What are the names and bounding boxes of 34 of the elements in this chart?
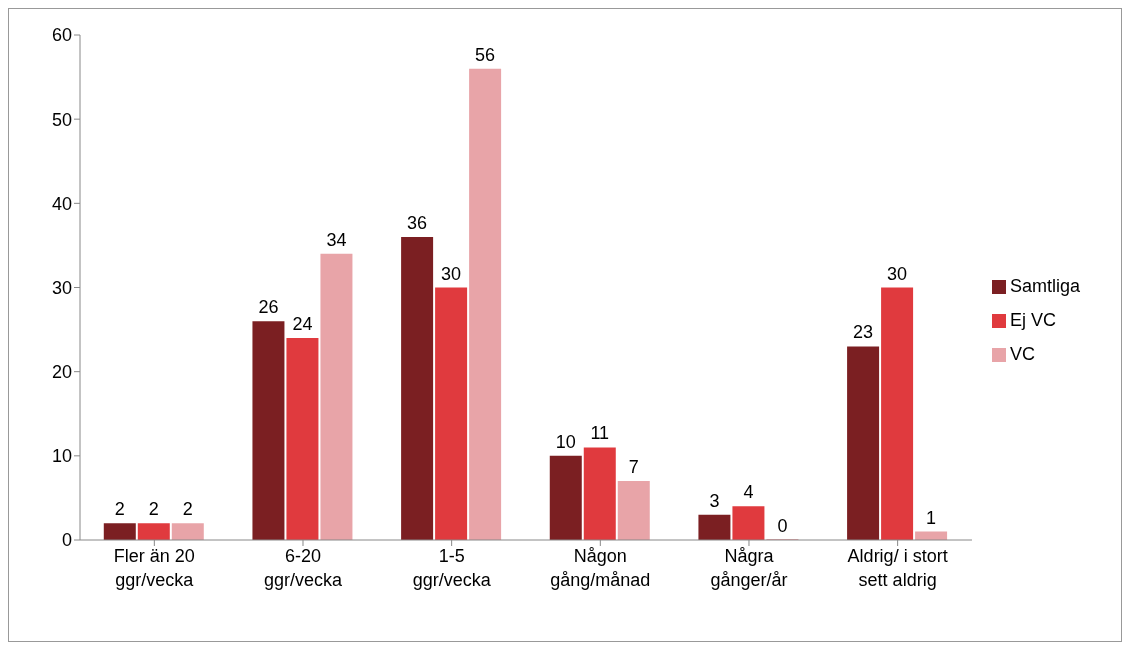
data-label: 26 xyxy=(258,297,279,318)
data-label: 24 xyxy=(292,314,313,334)
y-tick-label: 0 xyxy=(61,530,72,551)
data-label: 1 xyxy=(926,507,937,528)
x-tick-label: 6-20 ggr/vecka xyxy=(263,546,343,590)
data-label: 2 xyxy=(148,499,159,520)
legend-label: VC xyxy=(1009,344,1035,364)
data-label: 23 xyxy=(853,322,874,343)
data-label: 7 xyxy=(628,457,639,478)
y-tick-label: 10 xyxy=(51,446,72,467)
legend-label: Ej VC xyxy=(1009,310,1056,330)
data-label: 30 xyxy=(441,263,462,284)
x-tick-label: Fler än 20 ggr/vecka xyxy=(113,546,195,590)
data-label: 30 xyxy=(887,263,908,284)
data-label: 2 xyxy=(182,499,193,520)
legend-label: Samtliga xyxy=(1009,276,1080,296)
x-tick-label: 1-5 ggr/vecka xyxy=(412,546,492,590)
data-label: 3 xyxy=(709,490,720,511)
x-tick-label: Någon gång/månad xyxy=(550,546,651,590)
data-label: 2 xyxy=(114,499,125,520)
y-tick-label: 40 xyxy=(51,193,72,214)
x-tick-label: Aldrig/ i stort sett aldrig xyxy=(847,546,948,590)
data-label: 34 xyxy=(326,229,347,250)
y-tick-label: 30 xyxy=(51,277,72,298)
x-tick-label: Några gånger/år xyxy=(710,546,788,590)
data-label: 56 xyxy=(475,44,496,65)
data-label: 4 xyxy=(743,482,754,503)
data-label: 10 xyxy=(555,431,576,452)
data-label: 11 xyxy=(590,423,610,444)
data-label: 0 xyxy=(777,516,788,536)
y-tick-label: 60 xyxy=(51,25,72,46)
y-tick-label: 50 xyxy=(51,109,72,130)
y-tick-label: 20 xyxy=(51,362,72,383)
data-label: 36 xyxy=(407,213,428,233)
